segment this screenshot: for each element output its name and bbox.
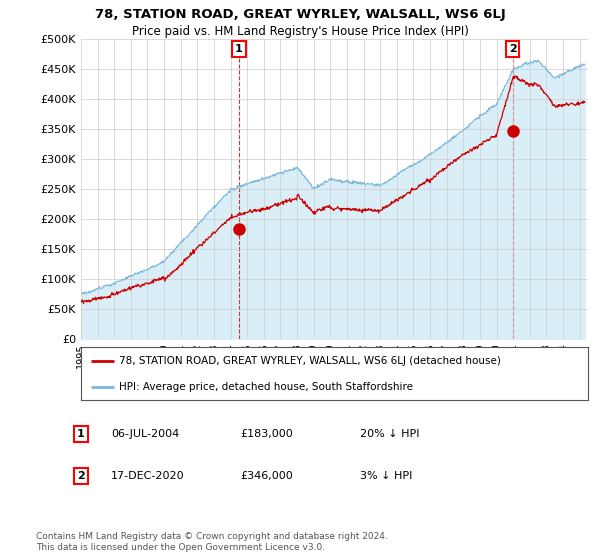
Text: 78, STATION ROAD, GREAT WYRLEY, WALSALL, WS6 6LJ (detached house): 78, STATION ROAD, GREAT WYRLEY, WALSALL,… — [119, 356, 501, 366]
Text: £346,000: £346,000 — [240, 471, 293, 481]
Text: 78, STATION ROAD, GREAT WYRLEY, WALSALL, WS6 6LJ: 78, STATION ROAD, GREAT WYRLEY, WALSALL,… — [95, 8, 505, 21]
Text: 1: 1 — [235, 44, 243, 54]
Text: Contains HM Land Registry data © Crown copyright and database right 2024.
This d: Contains HM Land Registry data © Crown c… — [36, 532, 388, 552]
Text: 20% ↓ HPI: 20% ↓ HPI — [360, 429, 419, 439]
Text: 17-DEC-2020: 17-DEC-2020 — [111, 471, 185, 481]
Text: HPI: Average price, detached house, South Staffordshire: HPI: Average price, detached house, Sout… — [119, 381, 413, 391]
Text: 1: 1 — [77, 429, 85, 439]
Text: 2: 2 — [509, 44, 517, 54]
Text: 3% ↓ HPI: 3% ↓ HPI — [360, 471, 412, 481]
Text: 2: 2 — [77, 471, 85, 481]
Text: £183,000: £183,000 — [240, 429, 293, 439]
Text: 06-JUL-2004: 06-JUL-2004 — [111, 429, 179, 439]
Text: Price paid vs. HM Land Registry's House Price Index (HPI): Price paid vs. HM Land Registry's House … — [131, 25, 469, 38]
